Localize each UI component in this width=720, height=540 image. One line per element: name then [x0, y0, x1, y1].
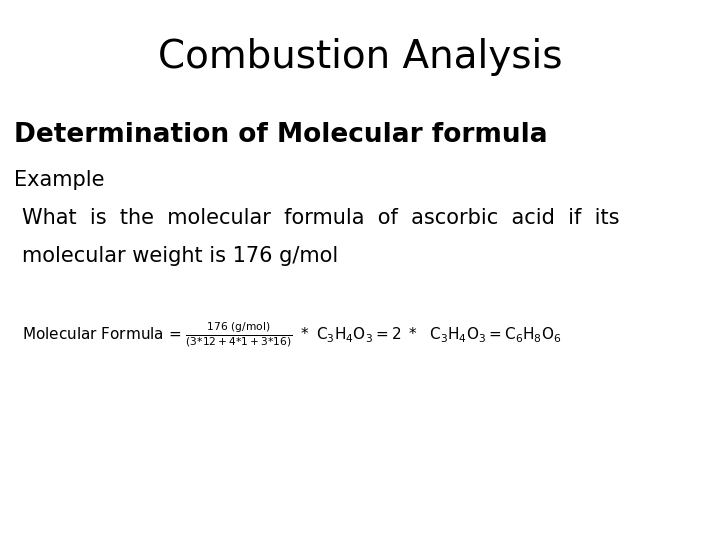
Text: molecular weight is 176 g/mol: molecular weight is 176 g/mol — [22, 246, 338, 266]
Text: Combustion Analysis: Combustion Analysis — [158, 38, 562, 76]
Text: Example: Example — [14, 170, 105, 190]
Text: Determination of Molecular formula: Determination of Molecular formula — [14, 122, 548, 147]
Text: Molecular Formula = $\frac{\mathrm{176\ (g/mol)}}{\mathrm{(3{*}12+4{*}1+3{*}16)}: Molecular Formula = $\frac{\mathrm{176\ … — [22, 321, 561, 349]
Text: What  is  the  molecular  formula  of  ascorbic  acid  if  its: What is the molecular formula of ascorbi… — [22, 208, 619, 228]
